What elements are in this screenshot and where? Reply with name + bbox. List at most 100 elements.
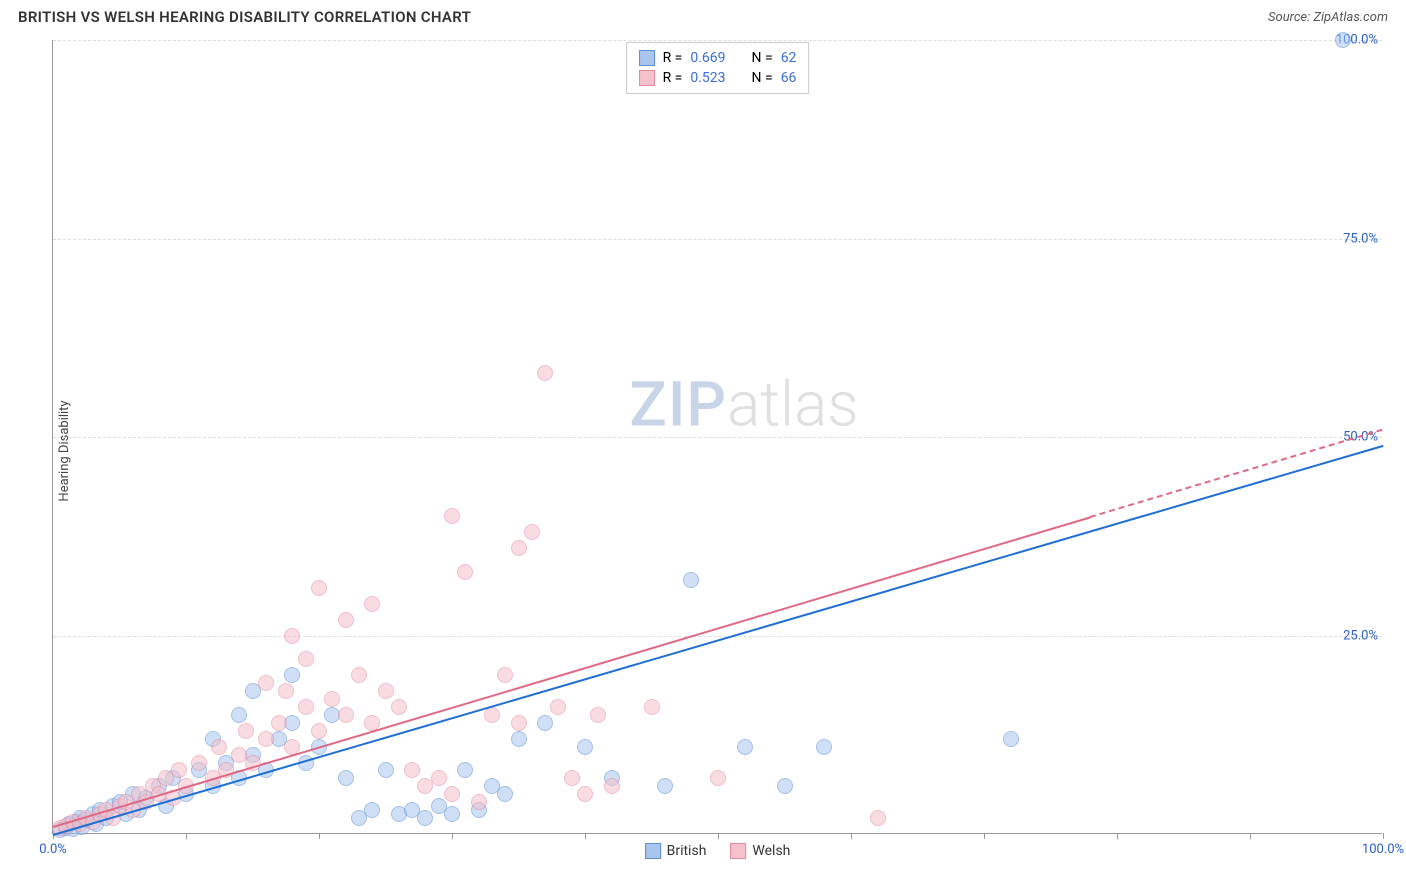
- x-tick: [452, 833, 453, 839]
- data-point: [211, 739, 227, 755]
- gridline: [53, 40, 1382, 41]
- data-point: [231, 707, 247, 723]
- y-tick-label: 25.0%: [1343, 628, 1378, 643]
- x-tick-label: 0.0%: [39, 842, 67, 857]
- data-point: [497, 667, 513, 683]
- x-tick: [186, 833, 187, 839]
- data-point: [444, 786, 460, 802]
- data-point: [511, 540, 527, 556]
- data-point: [278, 683, 294, 699]
- data-point: [604, 778, 620, 794]
- x-tick: [851, 833, 852, 839]
- data-point: [457, 762, 473, 778]
- legend-swatch: [639, 70, 655, 86]
- data-point: [777, 778, 793, 794]
- r-value: 0.669: [690, 50, 725, 66]
- data-point: [511, 715, 527, 731]
- data-point: [338, 612, 354, 628]
- data-point: [298, 651, 314, 667]
- data-point: [511, 731, 527, 747]
- data-point: [564, 770, 580, 786]
- data-point: [417, 810, 433, 826]
- legend-swatch: [645, 843, 661, 859]
- r-label: R =: [663, 70, 683, 86]
- data-point: [338, 770, 354, 786]
- legend-swatch: [730, 843, 746, 859]
- data-point: [191, 755, 207, 771]
- legend-item: Welsh: [730, 843, 790, 859]
- data-point: [537, 715, 553, 731]
- data-point: [590, 707, 606, 723]
- x-tick: [984, 833, 985, 839]
- x-tick: [1383, 833, 1384, 839]
- data-point: [1003, 731, 1019, 747]
- data-point: [338, 707, 354, 723]
- data-point: [644, 699, 660, 715]
- data-point: [351, 667, 367, 683]
- data-point: [1335, 32, 1351, 48]
- data-point: [171, 762, 187, 778]
- data-point: [524, 524, 540, 540]
- legend-item: British: [645, 843, 707, 859]
- chart-container: Hearing Disability ZIPatlas R =0.669N =6…: [18, 36, 1388, 866]
- legend-label: Welsh: [752, 843, 790, 859]
- source-attribution: Source: ZipAtlas.com: [1268, 10, 1388, 25]
- data-point: [870, 810, 886, 826]
- data-point: [364, 596, 380, 612]
- data-point: [311, 723, 327, 739]
- data-point: [324, 691, 340, 707]
- n-value: 62: [781, 50, 797, 66]
- series-legend: British Welsh: [645, 843, 791, 859]
- data-point: [258, 675, 274, 691]
- x-tick-label: 100.0%: [1362, 842, 1404, 857]
- legend-swatch: [639, 50, 655, 66]
- data-point: [431, 770, 447, 786]
- data-point: [816, 739, 832, 755]
- data-point: [298, 699, 314, 715]
- data-point: [471, 794, 487, 810]
- data-point: [271, 715, 287, 731]
- n-label: N =: [752, 50, 773, 66]
- stats-legend: R = 0.669 N = 62 R = 0.523 N = 66: [626, 42, 810, 94]
- data-point: [710, 770, 726, 786]
- watermark: ZIPatlas: [629, 368, 858, 441]
- data-point: [577, 786, 593, 802]
- data-point: [364, 802, 380, 818]
- data-point: [737, 739, 753, 755]
- gridline: [53, 239, 1382, 240]
- stats-legend-row: R = 0.669 N = 62: [639, 48, 797, 68]
- data-point: [577, 739, 593, 755]
- n-label: N =: [752, 70, 773, 86]
- x-tick: [1117, 833, 1118, 839]
- data-point: [258, 731, 274, 747]
- gridline: [53, 636, 1382, 637]
- data-point: [683, 572, 699, 588]
- x-tick: [585, 833, 586, 839]
- data-point: [457, 564, 473, 580]
- data-point: [537, 365, 553, 381]
- data-point: [657, 778, 673, 794]
- data-point: [238, 723, 254, 739]
- gridline: [53, 437, 1382, 438]
- data-point: [284, 628, 300, 644]
- r-value: 0.523: [690, 70, 725, 86]
- trend-line: [1090, 429, 1383, 518]
- data-point: [284, 667, 300, 683]
- data-point: [550, 699, 566, 715]
- chart-title: BRITISH VS WELSH HEARING DISABILITY CORR…: [18, 8, 471, 26]
- x-tick: [319, 833, 320, 839]
- data-point: [444, 806, 460, 822]
- data-point: [378, 683, 394, 699]
- data-point: [444, 508, 460, 524]
- data-point: [404, 762, 420, 778]
- data-point: [311, 580, 327, 596]
- data-point: [497, 786, 513, 802]
- data-point: [378, 762, 394, 778]
- legend-label: British: [667, 843, 707, 859]
- n-value: 66: [781, 70, 797, 86]
- y-tick-label: 75.0%: [1343, 231, 1378, 246]
- stats-legend-row: R = 0.523 N = 66: [639, 68, 797, 88]
- x-tick: [718, 833, 719, 839]
- data-point: [391, 699, 407, 715]
- r-label: R =: [663, 50, 683, 66]
